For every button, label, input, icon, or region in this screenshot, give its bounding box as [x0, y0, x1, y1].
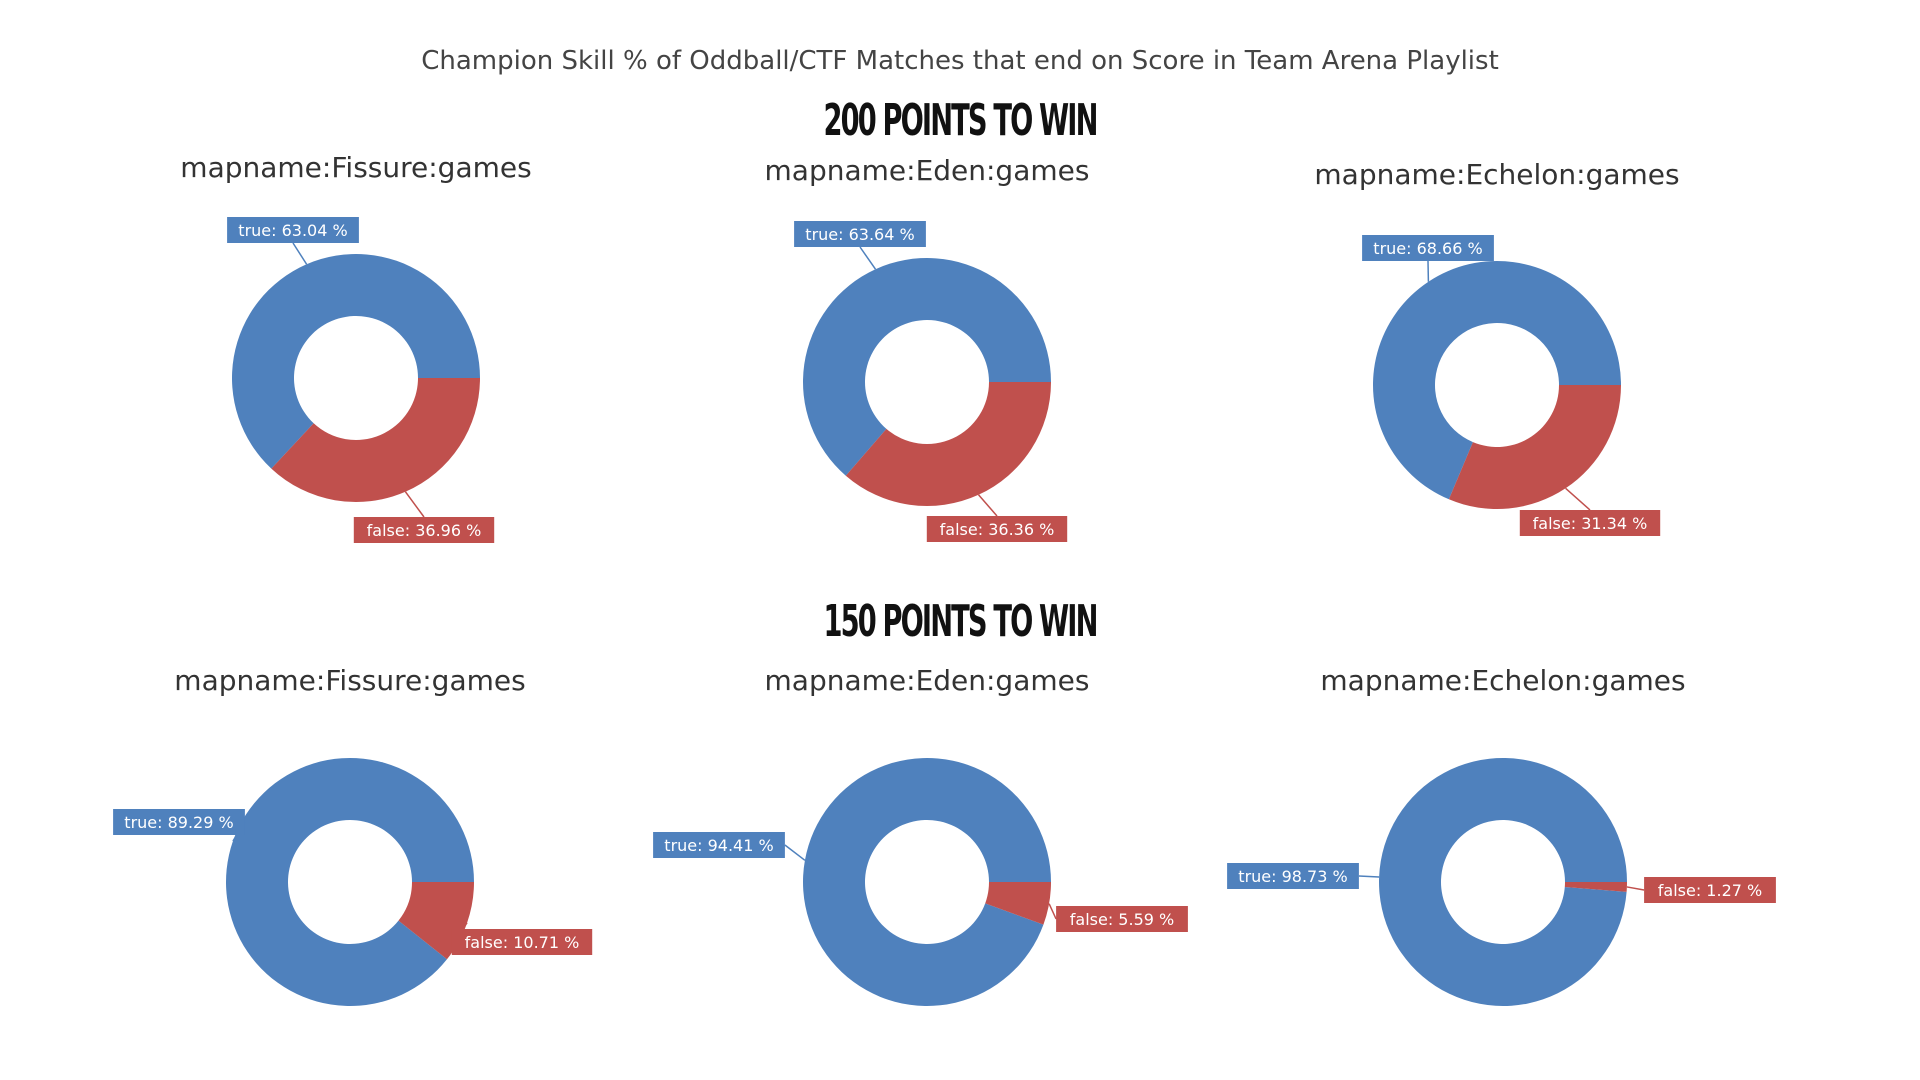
leader-line [1626, 886, 1645, 891]
data-label: true: 63.64 % [805, 225, 914, 244]
donut-chart: mapname:Fissure:games true: 63.04 % false:… [180, 151, 532, 543]
slice-true [225, 758, 474, 1006]
donut-chart: mapname:Eden:games true: 94.41 % false: 5.… [653, 664, 1188, 1006]
leader-line [1048, 903, 1057, 920]
data-label-box [1056, 906, 1188, 932]
slice-true [1378, 758, 1627, 1007]
chart-title: mapname:Eden:games [765, 664, 1090, 697]
slice-true [803, 258, 1051, 476]
data-label: false: 31.34 % [1533, 514, 1648, 533]
leader-line [404, 491, 425, 518]
slice-false [271, 378, 480, 502]
data-label: true: 63.04 % [238, 221, 347, 240]
donut-chart: mapname:Eden:games true: 63.64 % false: 36… [765, 154, 1090, 542]
leader-line [859, 246, 877, 270]
slice-true [231, 253, 480, 469]
data-label-box [1644, 877, 1776, 903]
chart-title: mapname:Fissure:games [174, 664, 525, 697]
page-title: Champion Skill % of Oddball/CTF Matches … [421, 46, 1499, 76]
chart-title: mapname:Fissure:games [180, 151, 531, 184]
slice-false [985, 882, 1051, 925]
slice-false [845, 382, 1051, 507]
data-label: true: 89.29 % [124, 813, 233, 832]
slice-true [802, 757, 1051, 1006]
data-label-box [1362, 235, 1494, 261]
data-label: true: 98.73 % [1238, 867, 1347, 886]
leader-line [292, 242, 308, 265]
data-label-box [653, 832, 785, 858]
slice-false [1564, 882, 1627, 892]
data-label-box [451, 929, 593, 955]
leader-line [784, 844, 806, 861]
donut-chart: mapname:Fissure:games true: 89.29 % false:… [113, 664, 593, 1006]
section-heading-150: 150 POINTS TO WIN [823, 596, 1098, 647]
data-label: false: 10.71 % [465, 933, 580, 952]
data-label-box [1519, 510, 1661, 536]
data-label: true: 94.41 % [664, 836, 773, 855]
chart-title: mapname:Echelon:games [1314, 158, 1679, 191]
data-label: false: 5.59 % [1070, 910, 1174, 929]
data-label-box [794, 221, 926, 247]
chart-title: mapname:Eden:games [765, 154, 1090, 187]
slice-false [1448, 385, 1621, 510]
leader-line [1565, 487, 1591, 511]
data-label-box [1227, 863, 1359, 889]
data-label-box [926, 516, 1068, 542]
data-label-box [227, 217, 359, 243]
donut-chart: mapname:Echelon:games true: 68.66 % false:… [1314, 158, 1680, 536]
data-label: false: 1.27 % [1658, 881, 1762, 900]
data-label: true: 68.66 % [1373, 239, 1482, 258]
data-label: false: 36.96 % [367, 521, 482, 540]
data-label-box [353, 517, 495, 543]
data-label-box [113, 809, 245, 835]
chart-title: mapname:Echelon:games [1320, 664, 1685, 697]
donut-chart: mapname:Echelon:games true: 98.73 % false:… [1227, 664, 1776, 1007]
leader-line [977, 494, 998, 517]
data-label: false: 36.36 % [940, 520, 1055, 539]
slice-true [1373, 261, 1621, 500]
section-heading-200: 200 POINTS TO WIN [823, 95, 1098, 146]
leader-line [1358, 875, 1380, 878]
